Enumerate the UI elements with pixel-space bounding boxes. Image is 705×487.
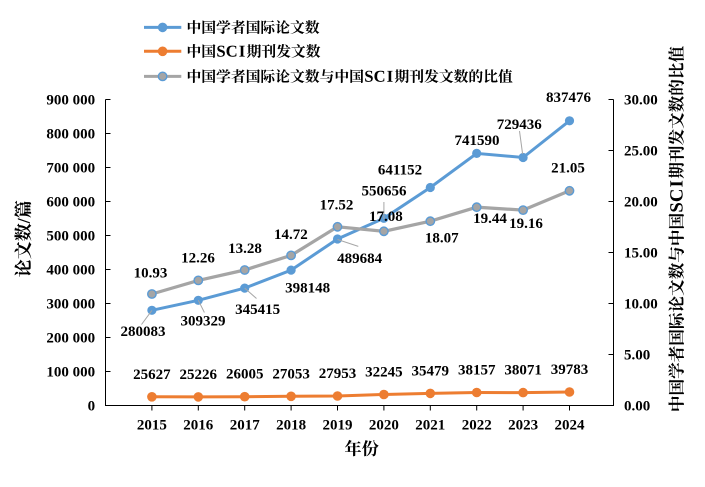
svg-text:2015: 2015 bbox=[137, 418, 167, 434]
svg-text:17.08: 17.08 bbox=[369, 209, 403, 225]
svg-text:38157: 38157 bbox=[458, 363, 496, 379]
svg-text:25.00: 25.00 bbox=[624, 144, 658, 160]
svg-text:2022: 2022 bbox=[462, 418, 492, 434]
svg-text:837476: 837476 bbox=[546, 90, 592, 106]
svg-text:38071: 38071 bbox=[504, 363, 542, 379]
svg-text:741590: 741590 bbox=[455, 133, 500, 149]
svg-text:19.16: 19.16 bbox=[509, 216, 543, 232]
svg-text:27053: 27053 bbox=[272, 366, 310, 382]
svg-text:300 000: 300 000 bbox=[46, 297, 95, 313]
svg-text:345415: 345415 bbox=[235, 302, 280, 318]
svg-text:600 000: 600 000 bbox=[46, 195, 95, 211]
svg-text:26005: 26005 bbox=[226, 367, 264, 383]
svg-text:400 000: 400 000 bbox=[46, 263, 95, 279]
svg-text:12.26: 12.26 bbox=[181, 251, 215, 267]
svg-text:2016: 2016 bbox=[183, 418, 214, 434]
svg-text:13.28: 13.28 bbox=[228, 241, 262, 257]
svg-text:35479: 35479 bbox=[412, 363, 450, 379]
svg-text:19.44: 19.44 bbox=[473, 211, 507, 227]
svg-text:30.00: 30.00 bbox=[624, 93, 658, 109]
svg-text:25226: 25226 bbox=[180, 367, 218, 383]
svg-text:27953: 27953 bbox=[319, 366, 357, 382]
svg-text:2021: 2021 bbox=[415, 418, 445, 434]
svg-text:5.00: 5.00 bbox=[624, 348, 650, 364]
svg-text:200 000: 200 000 bbox=[46, 331, 95, 347]
svg-text:489684: 489684 bbox=[337, 251, 383, 267]
svg-text:20.00: 20.00 bbox=[624, 195, 658, 211]
svg-text:309329: 309329 bbox=[181, 313, 226, 329]
svg-text:0: 0 bbox=[88, 399, 96, 415]
svg-text:39783: 39783 bbox=[551, 362, 589, 378]
svg-text:15.00: 15.00 bbox=[624, 246, 658, 262]
svg-text:2017: 2017 bbox=[230, 418, 261, 434]
svg-text:729436: 729436 bbox=[497, 117, 543, 133]
svg-text:280083: 280083 bbox=[121, 324, 166, 340]
svg-text:500 000: 500 000 bbox=[46, 229, 95, 245]
svg-text:2019: 2019 bbox=[323, 418, 353, 434]
svg-text:21.05: 21.05 bbox=[551, 161, 585, 177]
svg-text:10.00: 10.00 bbox=[624, 297, 658, 313]
svg-text:100 000: 100 000 bbox=[46, 365, 95, 381]
svg-text:32245: 32245 bbox=[365, 365, 403, 381]
svg-text:25627: 25627 bbox=[133, 367, 171, 383]
svg-text:0.00: 0.00 bbox=[624, 399, 650, 415]
svg-text:2023: 2023 bbox=[508, 418, 538, 434]
svg-text:2018: 2018 bbox=[276, 418, 306, 434]
svg-text:550656: 550656 bbox=[362, 183, 408, 199]
svg-text:700 000: 700 000 bbox=[46, 161, 95, 177]
svg-text:18.07: 18.07 bbox=[425, 231, 459, 247]
svg-text:10.93: 10.93 bbox=[134, 266, 168, 282]
svg-text:2024: 2024 bbox=[555, 418, 586, 434]
svg-text:2020: 2020 bbox=[369, 418, 399, 434]
svg-text:17.52: 17.52 bbox=[320, 198, 354, 214]
svg-text:800 000: 800 000 bbox=[46, 127, 95, 143]
svg-text:14.72: 14.72 bbox=[274, 227, 308, 243]
svg-text:641152: 641152 bbox=[378, 163, 422, 179]
svg-text:398148: 398148 bbox=[285, 280, 330, 296]
svg-text:900 000: 900 000 bbox=[46, 93, 95, 109]
